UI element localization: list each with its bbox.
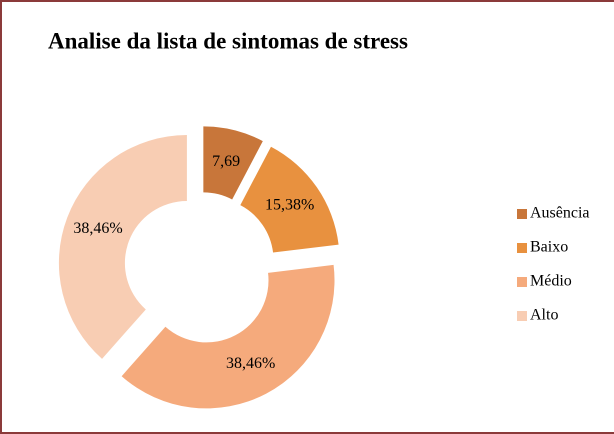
donut-segment [203, 126, 263, 200]
legend-swatch [517, 243, 527, 253]
legend-label: Baixo [530, 239, 568, 256]
legend-label: Ausência [530, 205, 590, 222]
donut-segment [240, 146, 339, 253]
legend-swatch [517, 277, 527, 287]
data-label: 38,46% [226, 355, 275, 372]
chart-title: Analise da lista de sintomas de stress [48, 28, 408, 53]
legend-swatch [517, 209, 527, 219]
donut-segment [121, 264, 335, 409]
legend-swatch [517, 311, 527, 321]
legend-label: Médio [530, 273, 572, 290]
legend-label: Alto [530, 307, 558, 324]
data-label: 7,69 [212, 153, 240, 170]
data-label: 38,46% [73, 220, 122, 237]
data-label: 15,38% [265, 197, 314, 214]
donut-segment [58, 135, 187, 359]
